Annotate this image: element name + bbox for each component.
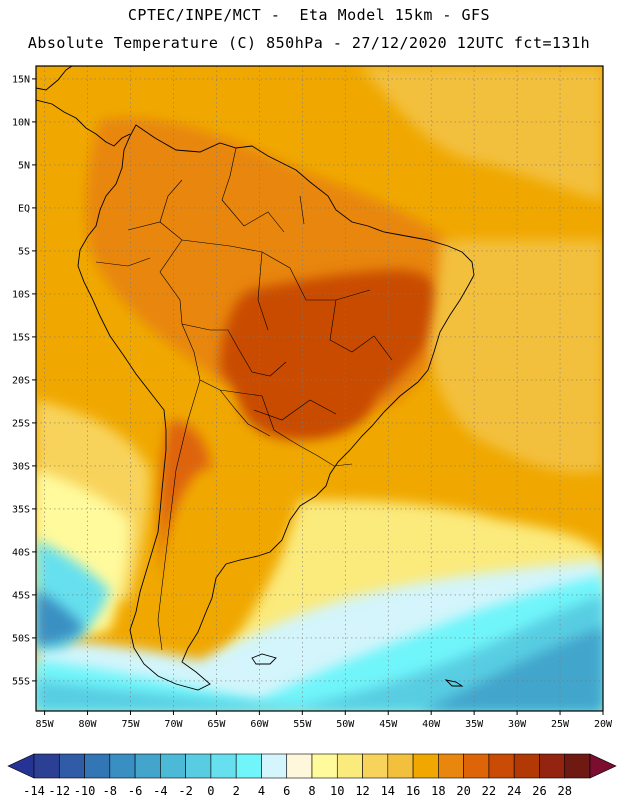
lon-label: 30W xyxy=(508,719,527,730)
colorbar-label: 0 xyxy=(207,784,214,798)
lat-label: EQ xyxy=(18,203,30,214)
colorbar-label: 24 xyxy=(507,784,521,798)
colorbar-label: -8 xyxy=(103,784,117,798)
lon-label: 80W xyxy=(79,719,98,730)
colorbar-swatch xyxy=(84,753,111,779)
colorbar-swatch xyxy=(513,753,540,779)
lon-label: 70W xyxy=(164,719,183,730)
colorbar-label: 4 xyxy=(258,784,265,798)
lat-label: 25S xyxy=(12,418,30,429)
field-region-northeast-ocean xyxy=(360,66,603,200)
graticule xyxy=(36,66,603,711)
lat-label: 30S xyxy=(12,461,30,472)
colorbar-swatch xyxy=(438,753,464,779)
colorbar-swatch xyxy=(539,753,566,779)
colorbar-swatch xyxy=(463,753,490,779)
field-region-south-atlantic-warm xyxy=(430,240,603,473)
colorbar-swatch xyxy=(210,753,237,779)
lon-label: 40W xyxy=(422,719,441,730)
colorbar-swatch xyxy=(362,753,389,779)
lat-label: 10S xyxy=(12,289,30,300)
field-region-argentina-mid xyxy=(156,470,300,650)
colorbar-label: -14 xyxy=(23,784,45,798)
colorbar-swatch xyxy=(109,753,136,779)
colorbar-swatch xyxy=(286,753,313,779)
coastlines-borders xyxy=(36,66,475,691)
lon-label: 55W xyxy=(293,719,312,730)
field-region-southern-colder xyxy=(36,595,603,711)
lon-label: 45W xyxy=(379,719,398,730)
colorbar-label: 22 xyxy=(482,784,496,798)
lat-label: 5N xyxy=(18,160,30,171)
colorbar-swatch xyxy=(488,753,515,779)
lon-label: 35W xyxy=(465,719,484,730)
colorbar-swatch xyxy=(33,753,60,779)
colorbar-label: -12 xyxy=(48,784,70,798)
colorbar-swatch xyxy=(311,753,338,779)
lat-label: 15S xyxy=(12,332,30,343)
colorbar-label: -4 xyxy=(153,784,167,798)
lat-label: 5S xyxy=(18,246,30,257)
lon-label: 65W xyxy=(207,719,226,730)
colorbar-label: 18 xyxy=(431,784,445,798)
latitude-labels: 15N 10N 5N EQ 5S 10S 15S 20S 25S 30S 35S 40S 45S 50S 5… xyxy=(12,74,36,687)
lat-label: 45S xyxy=(12,590,30,601)
lon-label: 20W xyxy=(594,719,613,730)
colorbar-swatch xyxy=(134,753,161,779)
lon-label: 25W xyxy=(551,719,570,730)
lat-label: 40S xyxy=(12,547,30,558)
colorbar-label: 28 xyxy=(558,784,572,798)
colorbar-label: 2 xyxy=(233,784,240,798)
lat-label: 55S xyxy=(12,676,30,687)
colorbar-swatch xyxy=(261,753,288,779)
colorbar-label: -6 xyxy=(128,784,142,798)
colorbar-label: 14 xyxy=(381,784,395,798)
south-america-coastline xyxy=(77,124,475,691)
lon-label: 50W xyxy=(336,719,355,730)
colorbar-swatch xyxy=(160,753,186,779)
colorbar-swatch xyxy=(564,753,591,779)
field-region-southern-coldest xyxy=(420,626,603,711)
colorbar-label: 20 xyxy=(456,784,470,798)
colorbar-swatch xyxy=(185,753,212,779)
field-region-pacific-coldest xyxy=(36,590,85,645)
lon-label: 75W xyxy=(121,719,140,730)
country-borders xyxy=(95,147,393,651)
falkland-islands xyxy=(251,653,277,665)
colorbar-label: 16 xyxy=(406,784,420,798)
lon-label: 60W xyxy=(250,719,269,730)
colorbar-low-arrow xyxy=(7,753,35,779)
colorbar-label: -2 xyxy=(178,784,192,798)
lat-label: 35S xyxy=(12,504,30,515)
lon-label: 85W xyxy=(36,719,55,730)
central-america-coastline xyxy=(36,66,131,147)
lat-label: 50S xyxy=(12,633,30,644)
colorbar: -14 -12 -10 -8 -6 -4 -2 0 2 4 6 8 10 12 14 16 18 20 22 24 26… xyxy=(7,753,617,798)
colorbar-swatch xyxy=(58,753,85,779)
colorbar-swatch xyxy=(336,753,363,779)
longitude-labels: 85W 80W 75W 70W 65W 60W 55W 50W 45W 40W 35W 30W 25W 2… xyxy=(36,711,613,730)
colorbar-label: -10 xyxy=(74,784,96,798)
colorbar-labels: -14 -12 -10 -8 -6 -4 -2 0 2 4 6 8 10 12 14 16 18 20 22 24 26… xyxy=(23,784,572,798)
colorbar-high-arrow xyxy=(589,753,617,779)
header-line-2: Absolute Temperature (C) 850hPa - 27/12/… xyxy=(27,34,591,52)
colorbar-label: 10 xyxy=(330,784,344,798)
lat-label: 15N xyxy=(12,74,30,85)
lat-label: 20S xyxy=(12,375,30,386)
header-line-1: CPTEC/INPE/MCT - Eta Model 15km - GFS xyxy=(127,6,491,24)
colorbar-label: 12 xyxy=(355,784,369,798)
colorbar-label: 26 xyxy=(532,784,546,798)
temperature-field xyxy=(36,66,603,711)
map-frame xyxy=(35,65,604,712)
colorbar-label: 8 xyxy=(308,784,315,798)
colorbar-swatch xyxy=(235,753,262,779)
south-georgia xyxy=(444,679,464,687)
colorbar-swatch xyxy=(412,753,439,779)
colorbar-swatch xyxy=(387,753,414,779)
lat-label: 10N xyxy=(12,117,30,128)
colorbar-label: 6 xyxy=(283,784,290,798)
